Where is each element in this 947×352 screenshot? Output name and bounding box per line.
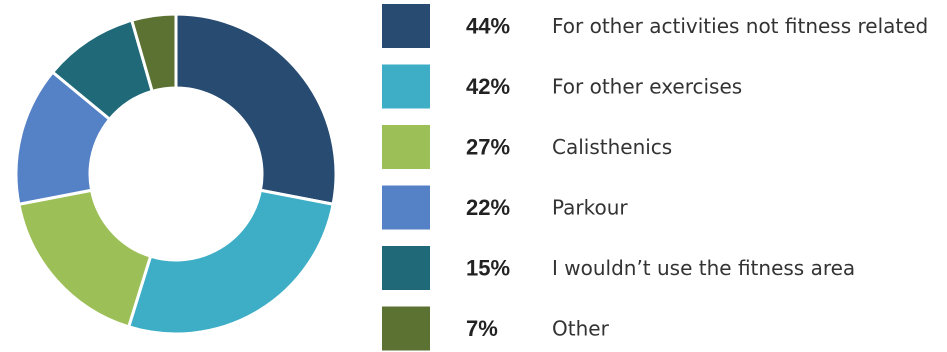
legend-category-label: I wouldn’t use the fitness area	[552, 256, 855, 280]
legend-item: 7% Other	[382, 306, 610, 351]
donut-slice-1	[174, 12, 338, 206]
legend-item: 27% Calisthenics	[382, 125, 672, 169]
legend-swatch	[382, 306, 430, 351]
legend-swatch	[382, 125, 430, 169]
legend-swatch	[382, 185, 430, 230]
legend-value-label: 42%	[466, 74, 510, 99]
legend-item: 42% For other exercises	[382, 64, 742, 109]
legend-value-label: 44%	[466, 14, 510, 39]
legend-category-label: Parkour	[552, 196, 628, 220]
legend-item: 44% For other activities not fitness rela…	[382, 4, 928, 48]
legend-category-label: For other exercises	[552, 75, 742, 99]
legend-value-label: 7%	[466, 316, 498, 341]
donut-slice-6	[129, 12, 178, 94]
legend-category-label: For other activities not fitness related	[552, 14, 928, 38]
legend-swatch	[382, 246, 430, 290]
legend-swatch	[382, 64, 430, 109]
legend-category-label: Other	[552, 317, 610, 341]
legend-swatch	[382, 4, 430, 48]
legend-value-label: 22%	[466, 195, 510, 220]
legend-value-label: 27%	[466, 135, 510, 160]
legend-category-label: Calisthenics	[552, 135, 672, 159]
donut-slice-2	[126, 188, 335, 336]
legend: 44% For other activities not fitness rela…	[382, 4, 928, 351]
legend-value-label: 15%	[466, 256, 510, 281]
legend-item: 22% Parkour	[382, 185, 628, 230]
donut-slice-3	[17, 188, 153, 329]
legend-item: 15% I wouldn’t use the fitness area	[382, 246, 855, 290]
donut-slices	[14, 12, 338, 336]
